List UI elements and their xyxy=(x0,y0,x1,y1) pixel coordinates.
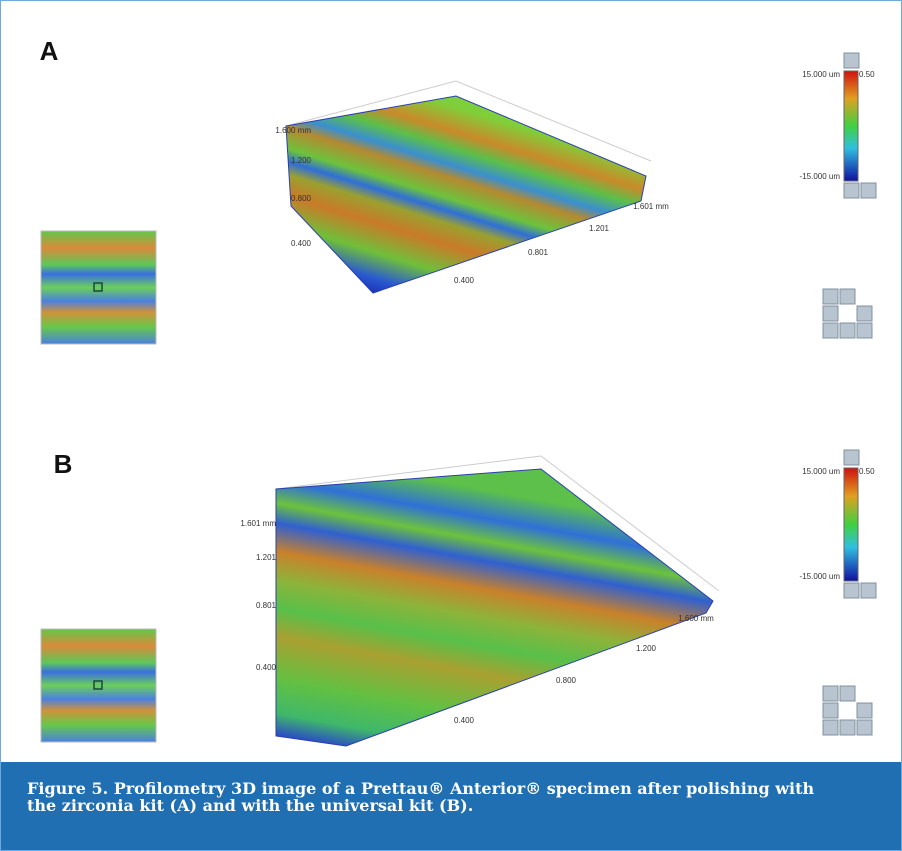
panel-label: B xyxy=(54,449,73,479)
y-axis-label: 0.400 xyxy=(291,239,312,248)
colorbar-button xyxy=(844,53,859,68)
nav-button xyxy=(823,289,838,304)
colorbar-min: -15.000 um xyxy=(800,172,841,181)
nav-button xyxy=(840,720,855,735)
y-axis-label: 0.400 xyxy=(256,663,277,672)
colorbar-min: -15.000 um xyxy=(800,572,841,581)
x-axis-label: 0.400 xyxy=(454,716,475,725)
y-axis-label: 0.800 xyxy=(291,194,312,203)
y-axis-label: 1.600 mm xyxy=(275,126,311,135)
colorbar-button xyxy=(844,183,859,198)
colorbar-value: 0.50 xyxy=(859,70,875,79)
thumbnail xyxy=(41,629,156,742)
colorbar-button xyxy=(861,583,876,598)
nav-button xyxy=(840,686,855,701)
x-axis-label: 1.600 mm xyxy=(678,614,714,623)
thumbnail xyxy=(41,231,156,344)
nav-button xyxy=(840,289,855,304)
color-bar xyxy=(844,468,858,581)
x-axis-label: 0.800 xyxy=(556,676,577,685)
panel-label: A xyxy=(40,36,59,66)
y-axis-label: 1.201 xyxy=(256,553,277,562)
nav-button xyxy=(857,703,872,718)
y-axis-label: 1.601 mm xyxy=(240,519,276,528)
colorbar-button xyxy=(844,450,859,465)
nav-button xyxy=(857,720,872,735)
x-axis-label: 1.200 xyxy=(636,644,657,653)
nav-button xyxy=(857,306,872,321)
color-bar xyxy=(844,71,858,181)
nav-button xyxy=(823,306,838,321)
nav-button xyxy=(840,323,855,338)
nav-button xyxy=(823,323,838,338)
x-axis-label: 0.400 xyxy=(454,276,475,285)
x-axis-label: 1.201 xyxy=(589,224,610,233)
y-axis-label: 0.801 xyxy=(256,601,277,610)
y-axis-label: 1.200 xyxy=(291,156,312,165)
figure-images: A 1.600 mm 1.200 0.800 0.400 0.400 0.801 1.201 1… xyxy=(1,1,901,762)
nav-button xyxy=(823,720,838,735)
colorbar-value: 0.50 xyxy=(859,467,875,476)
figure: A 1.600 mm 1.200 0.800 0.400 0.400 0.801 1.201 1… xyxy=(0,0,902,851)
colorbar-max: 15.000 um xyxy=(802,70,840,79)
colorbar-max: 15.000 um xyxy=(802,467,840,476)
x-axis-label: 1.601 mm xyxy=(633,202,669,211)
nav-button xyxy=(823,703,838,718)
colorbar-button xyxy=(861,183,876,198)
nav-button xyxy=(857,323,872,338)
x-axis-label: 0.801 xyxy=(528,248,549,257)
surface-3d xyxy=(276,469,713,746)
figure-caption: Figure 5. Profilometry 3D image of a Pre… xyxy=(1,762,901,850)
surface-3d xyxy=(286,96,646,293)
nav-button xyxy=(823,686,838,701)
colorbar-button xyxy=(844,583,859,598)
